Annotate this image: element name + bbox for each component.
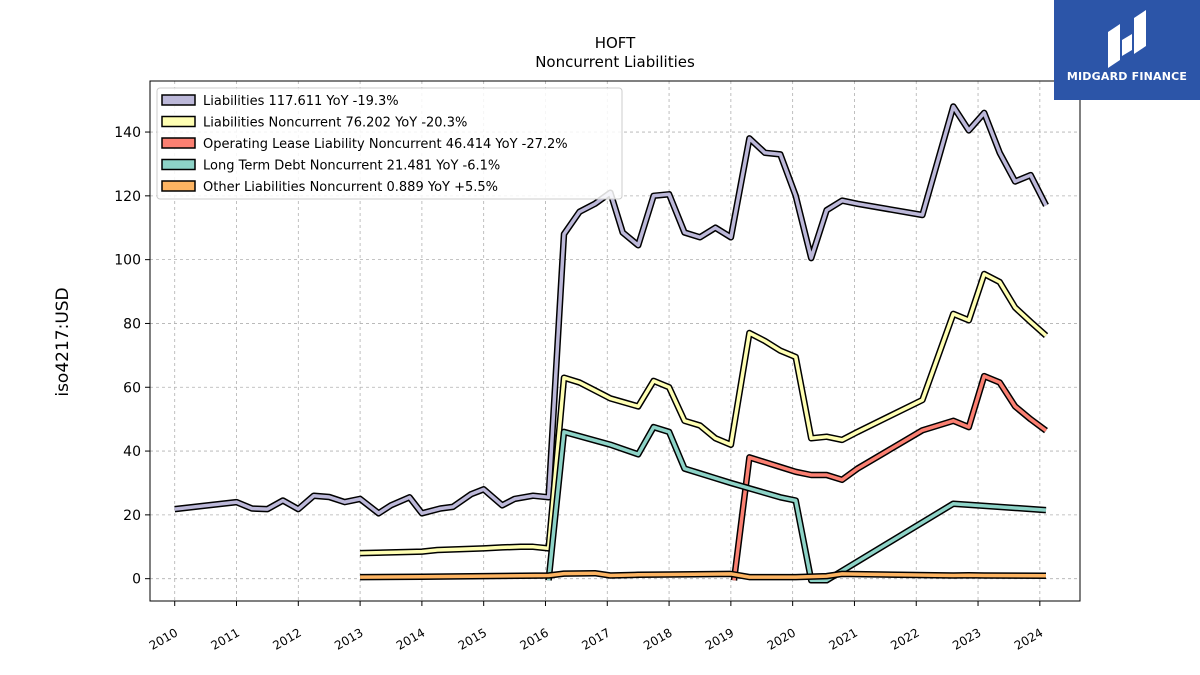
x-tick-label: 2012: [270, 625, 303, 652]
brand-name: MIDGARD FINANCE: [1066, 70, 1188, 83]
x-tick-label: 2022: [888, 625, 921, 652]
legend-swatch: [161, 115, 196, 128]
y-tick-label: 100: [114, 253, 141, 269]
x-tick-label: 2021: [826, 625, 859, 652]
x-tick-label: 2019: [703, 625, 736, 652]
series-outline: [730, 372, 1048, 581]
series-line: [546, 425, 1047, 583]
y-tick-label: 140: [114, 125, 141, 141]
legend: Liabilities 117.611 YoY -19.3% Liabilitie…: [156, 87, 623, 200]
series-long-term-debt-noncurrent: [545, 423, 1047, 584]
legend-entry: Liabilities Noncurrent 76.202 YoY -20.3%: [203, 116, 467, 131]
series-operating-lease-liability-noncurrent: [730, 372, 1048, 581]
y-tick-label: 0: [132, 572, 141, 588]
series-other-liabilities-noncurrent: [360, 569, 1047, 581]
brand-logo: MIDGARD FINANCE: [1054, 0, 1200, 100]
x-tick-label: 2018: [641, 625, 674, 652]
midgard-logo-icon: [1108, 10, 1146, 68]
y-tick-label: 80: [123, 316, 141, 332]
y-tick-label: 20: [123, 508, 141, 524]
x-tick-label: 2017: [579, 625, 612, 652]
legend-entry: Long Term Debt Noncurrent 21.481 YoY -6.…: [203, 159, 500, 174]
legend-swatch: [161, 158, 196, 171]
x-tick-label: 2014: [394, 625, 427, 652]
x-tick-label: 2011: [209, 625, 242, 652]
legend-swatch: [161, 180, 196, 192]
x-tick-label: 2013: [332, 625, 365, 652]
legend-entry: Operating Lease Liability Noncurrent 46.…: [203, 137, 568, 152]
chart-title: HOFT: [595, 34, 636, 52]
legend-swatch: [161, 94, 196, 106]
legend-entry: Liabilities 117.611 YoY -19.3%: [203, 94, 399, 109]
legend-box: [156, 87, 623, 200]
y-tick-label: 120: [114, 189, 141, 205]
y-tick-label: 60: [123, 380, 141, 396]
x-tick-label: 2016: [518, 625, 551, 652]
plot-frame: [149, 80, 1081, 602]
y-axis-label: iso4217:USD: [53, 287, 73, 396]
legend-entry: Other Liabilities Noncurrent 0.889 YoY +…: [203, 180, 498, 195]
x-tick-label: 2023: [950, 625, 983, 652]
legend-swatch: [161, 137, 196, 149]
x-tick-label: 2024: [1012, 625, 1045, 652]
series-line: [732, 374, 1048, 581]
x-tick-label: 2020: [765, 625, 798, 652]
series-line: [360, 272, 1048, 555]
series-liabilities-noncurrent: [360, 270, 1049, 557]
x-tick-label: 2015: [456, 625, 489, 652]
series-line: [360, 571, 1047, 579]
x-tick-label: 2010: [147, 625, 180, 652]
chart-subtitle: Noncurrent Liabilities: [535, 53, 695, 71]
y-tick-label: 40: [123, 444, 141, 460]
